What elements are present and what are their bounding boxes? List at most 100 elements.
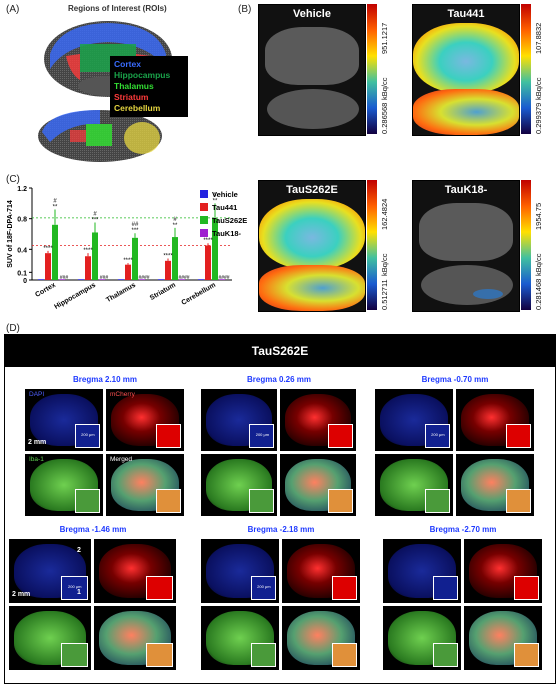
merged-image-4 (282, 606, 360, 670)
legend-label: TauK18- (212, 229, 242, 238)
legend-thalamus: Thalamus (114, 81, 154, 91)
inset-zoom (249, 489, 274, 513)
legend-label: TauS262E (212, 216, 247, 225)
histology-panel: TauS262E Bregma 2.10 mm 2 mm 200 μm DAPI mCh… (4, 334, 556, 684)
legend-swatch (200, 216, 208, 224)
mcherry-image-0 (106, 389, 184, 451)
annot-s262e-top: # (93, 212, 97, 218)
mcherry-image-4 (282, 539, 360, 603)
pet-tile-0: Vehicle (258, 4, 366, 136)
legend-label: Tau441 (212, 203, 237, 212)
bar-Vehicle (118, 279, 124, 281)
inset-scale-label: 200 μm (81, 432, 95, 438)
colorbar-unit-2: kBq/cc (380, 253, 389, 276)
panel-c-label: (C) (6, 174, 20, 185)
bar-Tau441 (165, 260, 171, 280)
category-label: Hippocampus (53, 282, 97, 311)
bar-Tau441 (125, 264, 131, 280)
bregma-label-4: Bregma -2.18 mm (247, 525, 315, 534)
annot-tau441: **** (83, 248, 93, 254)
bar-Vehicle (78, 279, 84, 281)
roi-legend: Cortex Hippocampus Thalamus Striatum Cer… (110, 56, 188, 117)
inset-zoom (249, 424, 274, 448)
bar-Tau441 (205, 245, 211, 280)
bregma-label-3: Bregma -1.46 mm (59, 525, 127, 534)
section-block-2: Bregma -0.70 mm 200 μm (375, 375, 535, 516)
iba1-image-0 (25, 454, 103, 516)
mcherry-image-5 (464, 539, 542, 603)
inset-zoom (146, 575, 173, 600)
colorbar-0 (367, 4, 377, 134)
dapi-image-2 (375, 389, 453, 451)
annot-s262e: ** (173, 223, 178, 229)
inset-scale-label: 200 μm (257, 583, 271, 589)
inset-zoom (432, 575, 458, 600)
bar-Tau441 (85, 256, 91, 280)
pet-tile-1: Tau441 (412, 4, 520, 136)
y-axis-label: SUV of 18F-DPA-714 (7, 200, 14, 268)
mcherry-image-2 (456, 389, 534, 451)
bar-TauS262E (172, 237, 178, 280)
legend-swatch (200, 203, 208, 211)
legend-swatch (200, 190, 208, 198)
bar-Vehicle (198, 279, 204, 281)
iba1-image-3 (9, 606, 91, 670)
colorbar-max-3: 1954.75 (534, 202, 543, 230)
annot-tau441: **** (163, 254, 173, 260)
annot-k18: #### (178, 275, 189, 281)
region-number: 1 (77, 589, 81, 596)
bar-TauK18- (139, 279, 145, 281)
legend-hippocampus: Hippocampus (114, 70, 171, 80)
inset-zoom (424, 424, 450, 448)
section-block-5: Bregma -2.70 mm (383, 525, 543, 670)
bar-Vehicle (38, 279, 44, 281)
inset-zoom (331, 575, 357, 600)
annot-s262e: ** (53, 204, 58, 210)
inset-zoom (432, 642, 458, 667)
pet-tile-3: TauK18- (412, 180, 520, 312)
inset-zoom (328, 489, 353, 513)
merged-image-1 (280, 454, 356, 516)
annot-s262e-top: # (173, 217, 177, 223)
dapi-image-0 (25, 389, 103, 451)
merged-image-0 (106, 454, 184, 516)
bregma-label-1: Bregma 0.26 mm (246, 375, 312, 384)
pet-title-3: TauK18- (444, 184, 488, 196)
annot-tau441: **** (123, 258, 133, 264)
bar-TauK18- (179, 279, 185, 281)
colorbar-min-1: 0.299379 (534, 102, 543, 134)
section-block-4: Bregma -2.18 mm 200 μm (201, 525, 361, 670)
inset-zoom (505, 424, 531, 448)
colorbar-unit-3: kBq/cc (534, 253, 543, 276)
inset-zoom (328, 424, 353, 448)
y-tick-label: 0.4 (17, 247, 27, 254)
legend-cerebellum: Cerebellum (114, 103, 161, 113)
category-label: Cerebellum (180, 282, 217, 307)
bar-Tau441 (45, 253, 51, 280)
category-label: Thalamus (105, 282, 137, 304)
colorbar-unit-1: kBq/cc (534, 77, 543, 100)
bar-Vehicle (158, 279, 164, 281)
inset-zoom (331, 642, 357, 667)
pet-title-2: TauS262E (286, 184, 338, 196)
inset-zoom (250, 575, 276, 600)
colorbar-3 (521, 180, 531, 310)
y-tick-label: 1.2 (17, 186, 27, 193)
annot-s262e: ** (213, 198, 218, 204)
annot-k18: #### (138, 275, 149, 281)
y-tick-label: 0.1 (17, 270, 27, 277)
colorbar-max-1: 107.8832 (534, 22, 543, 54)
panel-b-label: (B) (238, 4, 252, 15)
channel-label-1: mCherry (110, 391, 135, 398)
dapi-image-3 (9, 539, 91, 603)
mcherry-image-1 (280, 389, 356, 451)
colorbar-unit-0: kBq/cc (380, 77, 389, 100)
inset-zoom (74, 424, 100, 448)
colorbar-max-0: 951.1217 (380, 22, 389, 54)
inset-zoom (513, 642, 539, 667)
annot-k18: ### (60, 275, 69, 281)
merged-image-2 (456, 454, 534, 516)
colorbar-2 (367, 180, 377, 310)
histology-title: TauS262E (5, 335, 555, 367)
